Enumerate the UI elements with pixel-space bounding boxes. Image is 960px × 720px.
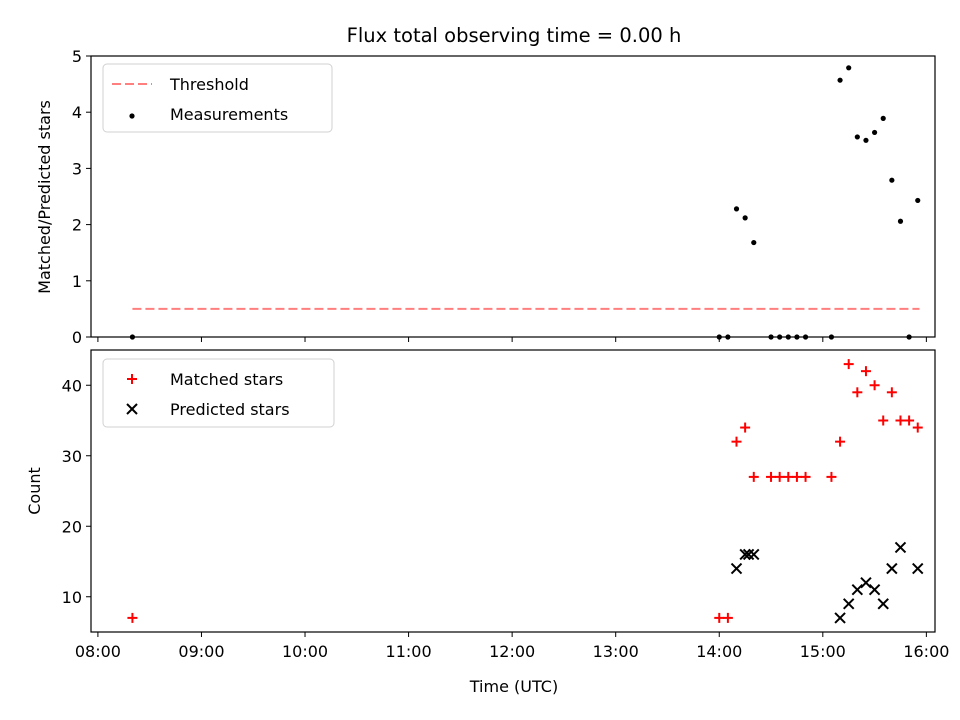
bottom-y-tick-label: 20 xyxy=(62,517,82,536)
matched-star-marker xyxy=(852,387,863,398)
predicted-star-marker xyxy=(894,541,907,554)
legend-item: Measurements xyxy=(129,105,288,124)
predicted-star-marker xyxy=(886,562,898,575)
legend-item: Threshold xyxy=(112,75,249,94)
matched-star-marker xyxy=(912,422,923,433)
chart-title: Flux total observing time = 0.00 h xyxy=(347,24,682,47)
matched-star-marker xyxy=(783,471,794,482)
measurement-point xyxy=(889,177,895,183)
predicted-star-marker xyxy=(851,583,864,596)
bottom-x-tick-label: 15:00 xyxy=(800,642,846,661)
bottom-x-tick-label: 14:00 xyxy=(696,642,742,661)
bottom-y-axis: 10 20 30 40 xyxy=(62,376,91,607)
matched-star-marker xyxy=(843,359,854,370)
top-y-tick-label: 3 xyxy=(72,159,82,178)
matched-star-marker xyxy=(826,471,837,482)
legend-label: Threshold xyxy=(169,75,249,94)
legend-x-swatch xyxy=(126,403,138,415)
predicted-star-marker xyxy=(739,548,751,561)
matched-star-marker xyxy=(731,436,742,447)
measurement-point xyxy=(742,215,748,221)
measurement-point xyxy=(915,197,921,204)
measurement-point xyxy=(854,134,860,140)
measurement-point xyxy=(871,129,878,136)
legend-plus-swatch xyxy=(127,374,137,384)
matched-star-marker xyxy=(886,387,897,398)
predicted-star-marker xyxy=(860,576,872,589)
bottom-x-tick-label: 13:00 xyxy=(593,642,639,661)
bottom-x-tick-label: 16:00 xyxy=(903,642,949,661)
matched-star-marker xyxy=(748,471,759,482)
matched-star-marker xyxy=(127,612,138,623)
measurement-point xyxy=(733,206,740,212)
matched-star-marker xyxy=(791,471,802,482)
measurement-point xyxy=(897,218,904,224)
matched-star-marker xyxy=(800,471,811,482)
matched-star-marker xyxy=(895,415,906,426)
legend-label: Predicted stars xyxy=(170,400,290,419)
top-x-axis xyxy=(97,337,927,342)
matched-star-marker xyxy=(904,415,915,426)
measurement-point xyxy=(837,77,843,83)
matched-star-marker xyxy=(714,612,725,623)
top-y-tick-label: 4 xyxy=(72,103,82,122)
bottom-x-tick-label: 08:00 xyxy=(75,642,121,661)
bottom-y-axis-label: Count xyxy=(25,467,44,515)
matched-star-marker xyxy=(835,436,846,447)
bottom-panel: Time (UTC) Count 10 20 30 40 08:00 09:00 10:0… xyxy=(25,349,949,696)
top-y-tick-label: 1 xyxy=(72,272,82,291)
bottom-y-tick-label: 30 xyxy=(62,447,82,466)
legend-dot-swatch xyxy=(129,113,135,119)
top-panel: Flux total observing time = 0.00 h Match… xyxy=(35,24,936,347)
matched-star-marker xyxy=(766,471,777,482)
legend-item: Matched stars xyxy=(127,370,283,389)
legend-item: Predicted stars xyxy=(126,400,290,419)
legend-box xyxy=(102,63,333,133)
legend-box xyxy=(102,358,335,428)
measurement-point xyxy=(846,65,852,71)
bottom-x-axis-label: Time (UTC) xyxy=(469,677,558,696)
matched-star-marker xyxy=(860,366,871,377)
matched-star-marker xyxy=(740,422,751,433)
measurement-point xyxy=(863,137,869,143)
predicted-star-marker xyxy=(834,612,846,624)
bottom-series-layer xyxy=(127,359,924,624)
predicted-star-marker xyxy=(742,548,755,561)
top-legend: Threshold Measurements xyxy=(102,63,333,133)
top-y-tick-label: 5 xyxy=(72,47,82,66)
matched-star-marker xyxy=(722,612,733,623)
predicted-star-marker xyxy=(842,598,855,610)
predicted-star-marker xyxy=(877,598,889,610)
bottom-x-axis: 08:00 09:00 10:00 11:00 12:00 13:00 14:00 15:00… xyxy=(75,632,949,661)
predicted-star-marker xyxy=(748,548,760,561)
top-axes-frame xyxy=(90,55,936,338)
top-y-axis: 0 1 2 3 4 5 xyxy=(72,47,91,347)
bottom-y-tick-label: 10 xyxy=(62,588,82,607)
bottom-axes-frame xyxy=(90,349,936,633)
top-y-tick-label: 0 xyxy=(72,328,82,347)
bottom-x-tick-label: 12:00 xyxy=(489,642,535,661)
bottom-x-tick-label: 10:00 xyxy=(282,642,328,661)
measurement-point xyxy=(751,239,757,246)
bottom-x-tick-label: 09:00 xyxy=(178,642,224,661)
bottom-legend: Matched stars Predicted stars xyxy=(102,358,335,428)
legend-label: Measurements xyxy=(170,105,288,124)
matched-star-marker xyxy=(774,471,785,482)
predicted-star-marker xyxy=(868,583,881,596)
top-y-tick-label: 2 xyxy=(72,216,82,235)
top-y-axis-label: Matched/Predicted stars xyxy=(35,100,54,294)
predicted-star-marker xyxy=(730,562,743,575)
bottom-x-tick-label: 11:00 xyxy=(386,642,432,661)
bottom-y-tick-label: 40 xyxy=(62,376,82,395)
legend-label: Matched stars xyxy=(170,370,283,389)
matched-star-marker xyxy=(869,380,880,391)
measurement-point xyxy=(880,115,886,121)
predicted-star-marker xyxy=(912,562,924,575)
matched-star-marker xyxy=(878,415,889,426)
